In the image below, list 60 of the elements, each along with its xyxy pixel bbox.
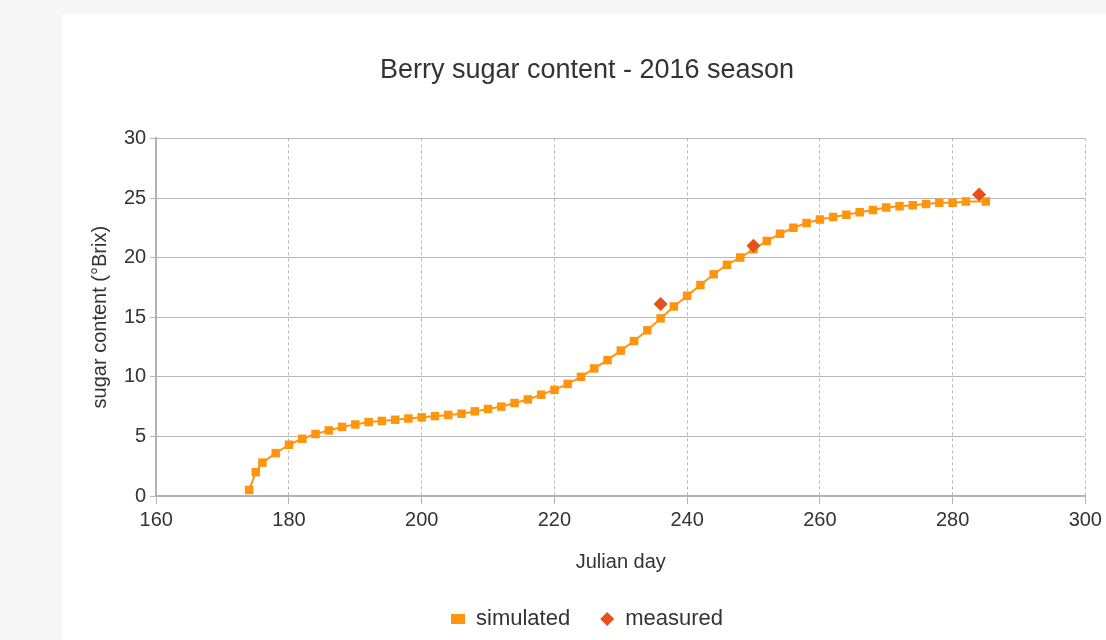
point [550, 385, 559, 395]
y-tick-label: 10 [124, 364, 147, 387]
x-tick-label: 300 [1068, 507, 1102, 530]
x-tick-label: 220 [537, 507, 572, 530]
y-tick-label: 30 [124, 125, 147, 148]
point [735, 253, 745, 262]
point [497, 402, 506, 411]
point [842, 210, 851, 219]
point [457, 409, 466, 418]
point [935, 198, 944, 208]
point [881, 203, 891, 212]
point [855, 208, 864, 217]
legend-label: simulated [476, 605, 571, 631]
x-tick-label: 240 [670, 507, 704, 530]
point [351, 420, 360, 429]
point [789, 223, 798, 233]
point [948, 198, 957, 208]
legend-label: measured [625, 605, 724, 631]
y-tick-label: 0 [135, 483, 147, 506]
point [981, 197, 991, 206]
point [603, 355, 612, 365]
point [616, 346, 626, 355]
point [895, 202, 904, 211]
y-tick-label: 20 [124, 245, 147, 268]
point [523, 395, 533, 404]
x-tick-label: 200 [405, 507, 439, 530]
point [470, 407, 480, 416]
point [746, 238, 761, 253]
point [643, 326, 652, 335]
point [961, 197, 971, 206]
point [589, 364, 599, 373]
y-axis-title: sugar content (°Brix) [87, 225, 110, 409]
point [709, 270, 718, 279]
point [311, 429, 320, 439]
chart-title: Berry sugar content - 2016 season [379, 53, 795, 84]
point [417, 413, 426, 422]
point [258, 458, 267, 467]
y-tick-label: 5 [135, 423, 147, 446]
point [324, 426, 334, 435]
point [669, 302, 679, 311]
point [802, 218, 811, 228]
point [972, 187, 987, 202]
x-tick-label: 160 [139, 507, 173, 530]
x-axis-title: Julian day [575, 549, 666, 572]
point [271, 448, 280, 458]
x-tick-label: 260 [803, 507, 837, 530]
x-tick-label: 280 [935, 507, 970, 530]
point [364, 417, 373, 427]
point [510, 398, 519, 408]
point [653, 297, 668, 312]
x-tick-label: 180 [272, 507, 306, 530]
point [656, 314, 665, 323]
point [563, 379, 572, 389]
point [815, 215, 825, 224]
point [390, 415, 400, 424]
point [536, 390, 546, 399]
point [696, 280, 705, 290]
y-tick-label: 25 [124, 185, 147, 208]
y-tick-label: 15 [124, 304, 147, 327]
point [404, 414, 413, 423]
